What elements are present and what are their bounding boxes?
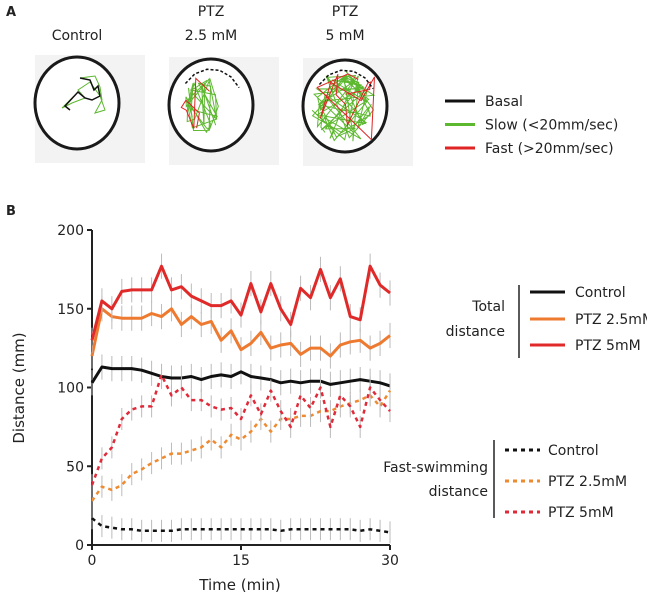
- panel-b-legend: Total distance Control PTZ 2.5mM PTZ 5mM Fast…: [383, 285, 647, 521]
- y-tick-label: 0: [75, 538, 84, 554]
- group-label: Total: [471, 299, 505, 315]
- y-tick-label: 200: [57, 223, 84, 239]
- condition-title-line2: Control: [52, 28, 103, 44]
- series-fast-2: [90, 363, 391, 497]
- legend-label: Basal: [485, 94, 523, 110]
- legend-label: PTZ 2.5mM: [575, 312, 647, 328]
- legend-label: Control: [548, 443, 599, 459]
- arena-1: PTZ 2.5 mM: [167, 4, 279, 165]
- basal-track: [318, 69, 374, 90]
- legend-label: PTZ 2.5mM: [548, 474, 627, 490]
- panel-a-legend: Basal Slow (<20mm/sec) Fast (>20mm/sec): [445, 94, 618, 157]
- panel-a-label: A: [6, 5, 16, 20]
- y-axis-label: Distance (mm): [10, 332, 28, 443]
- legend-label: PTZ 5mM: [575, 338, 641, 354]
- arena-2: PTZ 5 mM: [301, 4, 413, 166]
- y-tick-label: 150: [57, 302, 84, 318]
- fast-track: [180, 77, 210, 129]
- x-tick-label: 30: [381, 553, 399, 569]
- arena-group: Control PTZ 2.5 mM PTZ 5 mM: [33, 4, 413, 166]
- x-tick-label: 15: [232, 553, 250, 569]
- y-tick-label: 50: [66, 459, 84, 475]
- panel-b-label: B: [6, 204, 16, 219]
- arena-circle: [33, 55, 121, 151]
- fast-track: [316, 73, 375, 141]
- group-label: distance: [446, 324, 505, 340]
- x-axis-label: Time (min): [198, 576, 280, 594]
- group-label: Fast-swimming: [383, 460, 488, 476]
- basal-track: [184, 68, 240, 89]
- condition-title-line2: 2.5 mM: [185, 28, 237, 44]
- basal-track: [63, 77, 101, 111]
- series-total-2: [90, 253, 391, 353]
- slow-track: [311, 69, 376, 142]
- condition-title-line1: PTZ: [332, 4, 359, 20]
- slow-track: [185, 77, 219, 134]
- arena-circle: [301, 58, 389, 154]
- group-label: distance: [429, 484, 488, 500]
- legend-label: Fast (>20mm/sec): [485, 141, 614, 157]
- legend-label: Slow (<20mm/sec): [485, 118, 618, 134]
- x-tick-label: 0: [88, 553, 97, 569]
- y-tick-label: 100: [57, 381, 84, 397]
- arena-0: Control: [33, 28, 145, 163]
- legend-label: PTZ 5mM: [548, 505, 614, 521]
- condition-title-line2: 5 mM: [325, 28, 364, 44]
- series-fast-0: [91, 507, 391, 544]
- legend-label: Control: [575, 285, 626, 301]
- condition-title-line1: PTZ: [198, 4, 225, 20]
- distance-chart: 0 50 100 150 200 0 15 30: [57, 223, 399, 569]
